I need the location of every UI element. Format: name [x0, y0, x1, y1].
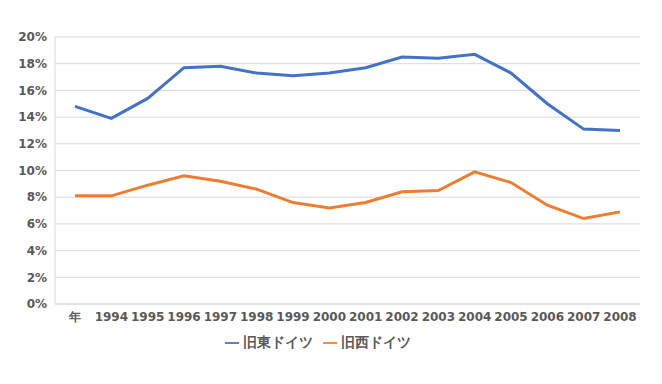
svg-text:1998: 1998 [240, 310, 273, 324]
svg-text:1995: 1995 [131, 310, 164, 324]
svg-text:8%: 8% [27, 190, 47, 204]
svg-text:10%: 10% [18, 164, 47, 178]
svg-text:0%: 0% [27, 297, 47, 311]
svg-text:1997: 1997 [204, 310, 237, 324]
svg-text:2005: 2005 [494, 310, 527, 324]
svg-text:4%: 4% [27, 244, 47, 258]
svg-text:2%: 2% [27, 271, 47, 285]
svg-text:1996: 1996 [167, 310, 200, 324]
svg-text:12%: 12% [18, 137, 47, 151]
svg-text:1994: 1994 [95, 310, 128, 324]
svg-text:年: 年 [68, 310, 81, 324]
svg-text:14%: 14% [18, 110, 47, 124]
svg-text:18%: 18% [18, 57, 47, 71]
svg-text:2008: 2008 [603, 310, 636, 324]
svg-text:20%: 20% [18, 30, 47, 44]
html-text:旧東ドイツ: 旧東ドイツ [242, 334, 313, 350]
svg-text:2001: 2001 [349, 310, 382, 324]
svg-text:2006: 2006 [531, 310, 564, 324]
svg-text:2004: 2004 [458, 310, 491, 324]
svg-text:2003: 2003 [422, 310, 455, 324]
svg-text:2002: 2002 [385, 310, 418, 324]
svg-text:2000: 2000 [313, 310, 346, 324]
svg-text:6%: 6% [27, 217, 47, 231]
svg-text:2007: 2007 [567, 310, 600, 324]
html-text:旧西ドイツ: 旧西ドイツ [340, 334, 411, 350]
svg-text:1999: 1999 [276, 310, 309, 324]
svg-text:16%: 16% [18, 84, 47, 98]
